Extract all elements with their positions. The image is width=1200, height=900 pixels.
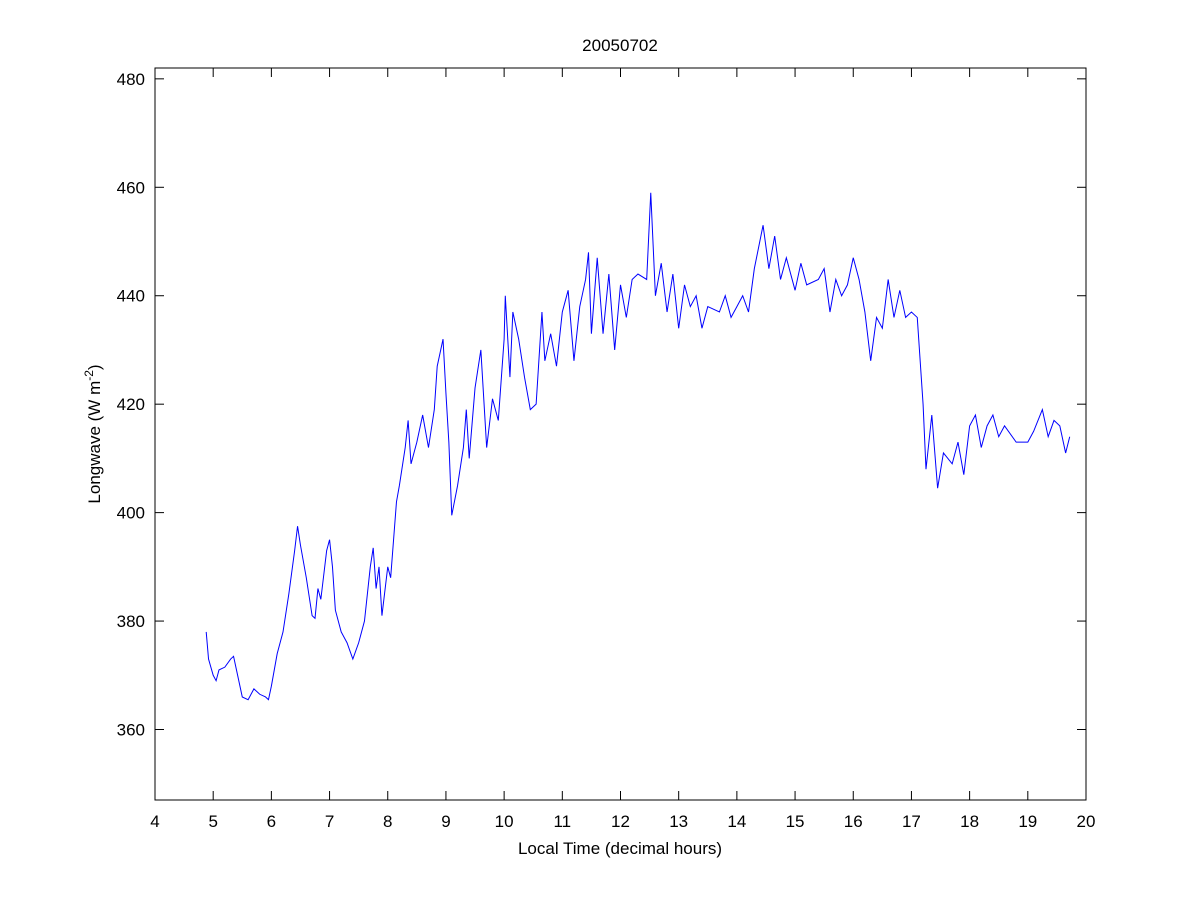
y-tick-label: 380 [117, 612, 145, 631]
x-tick-label: 13 [669, 812, 688, 831]
y-tick-label: 440 [117, 287, 145, 306]
x-tick-label: 9 [441, 812, 450, 831]
y-tick-label: 420 [117, 395, 145, 414]
chart-title: 20050702 [582, 36, 658, 55]
x-tick-label: 5 [208, 812, 217, 831]
y-tick-label: 360 [117, 721, 145, 740]
x-tick-label: 8 [383, 812, 392, 831]
x-tick-label: 15 [786, 812, 805, 831]
x-tick-label: 11 [553, 812, 571, 831]
data-line [205, 192, 1071, 701]
y-axis-label-tail: ) [85, 364, 104, 370]
x-tick-label: 6 [267, 812, 276, 831]
x-axis-label: Local Time (decimal hours) [518, 839, 722, 858]
y-axis-label-main: Longwave (W m [85, 381, 104, 504]
x-tick-label: 4 [150, 812, 159, 831]
plot-box [154, 67, 1087, 801]
y-tick-label: 400 [117, 504, 145, 523]
x-tick-label: 19 [1018, 812, 1037, 831]
x-tick-label: 14 [727, 812, 746, 831]
x-tick-label: 16 [844, 812, 863, 831]
y-tick-label: 480 [117, 70, 145, 89]
x-tick-label: 7 [325, 812, 334, 831]
y-axis-label: Longwave (W m-2) [82, 364, 104, 503]
x-tick-label: 12 [611, 812, 630, 831]
x-tick-label: 10 [495, 812, 514, 831]
x-tick-label: 17 [902, 812, 921, 831]
x-tick-label: 20 [1077, 812, 1096, 831]
y-axis-label-superscript: -2 [82, 370, 96, 381]
x-tick-label: 18 [960, 812, 979, 831]
y-tick-label: 460 [117, 178, 145, 197]
